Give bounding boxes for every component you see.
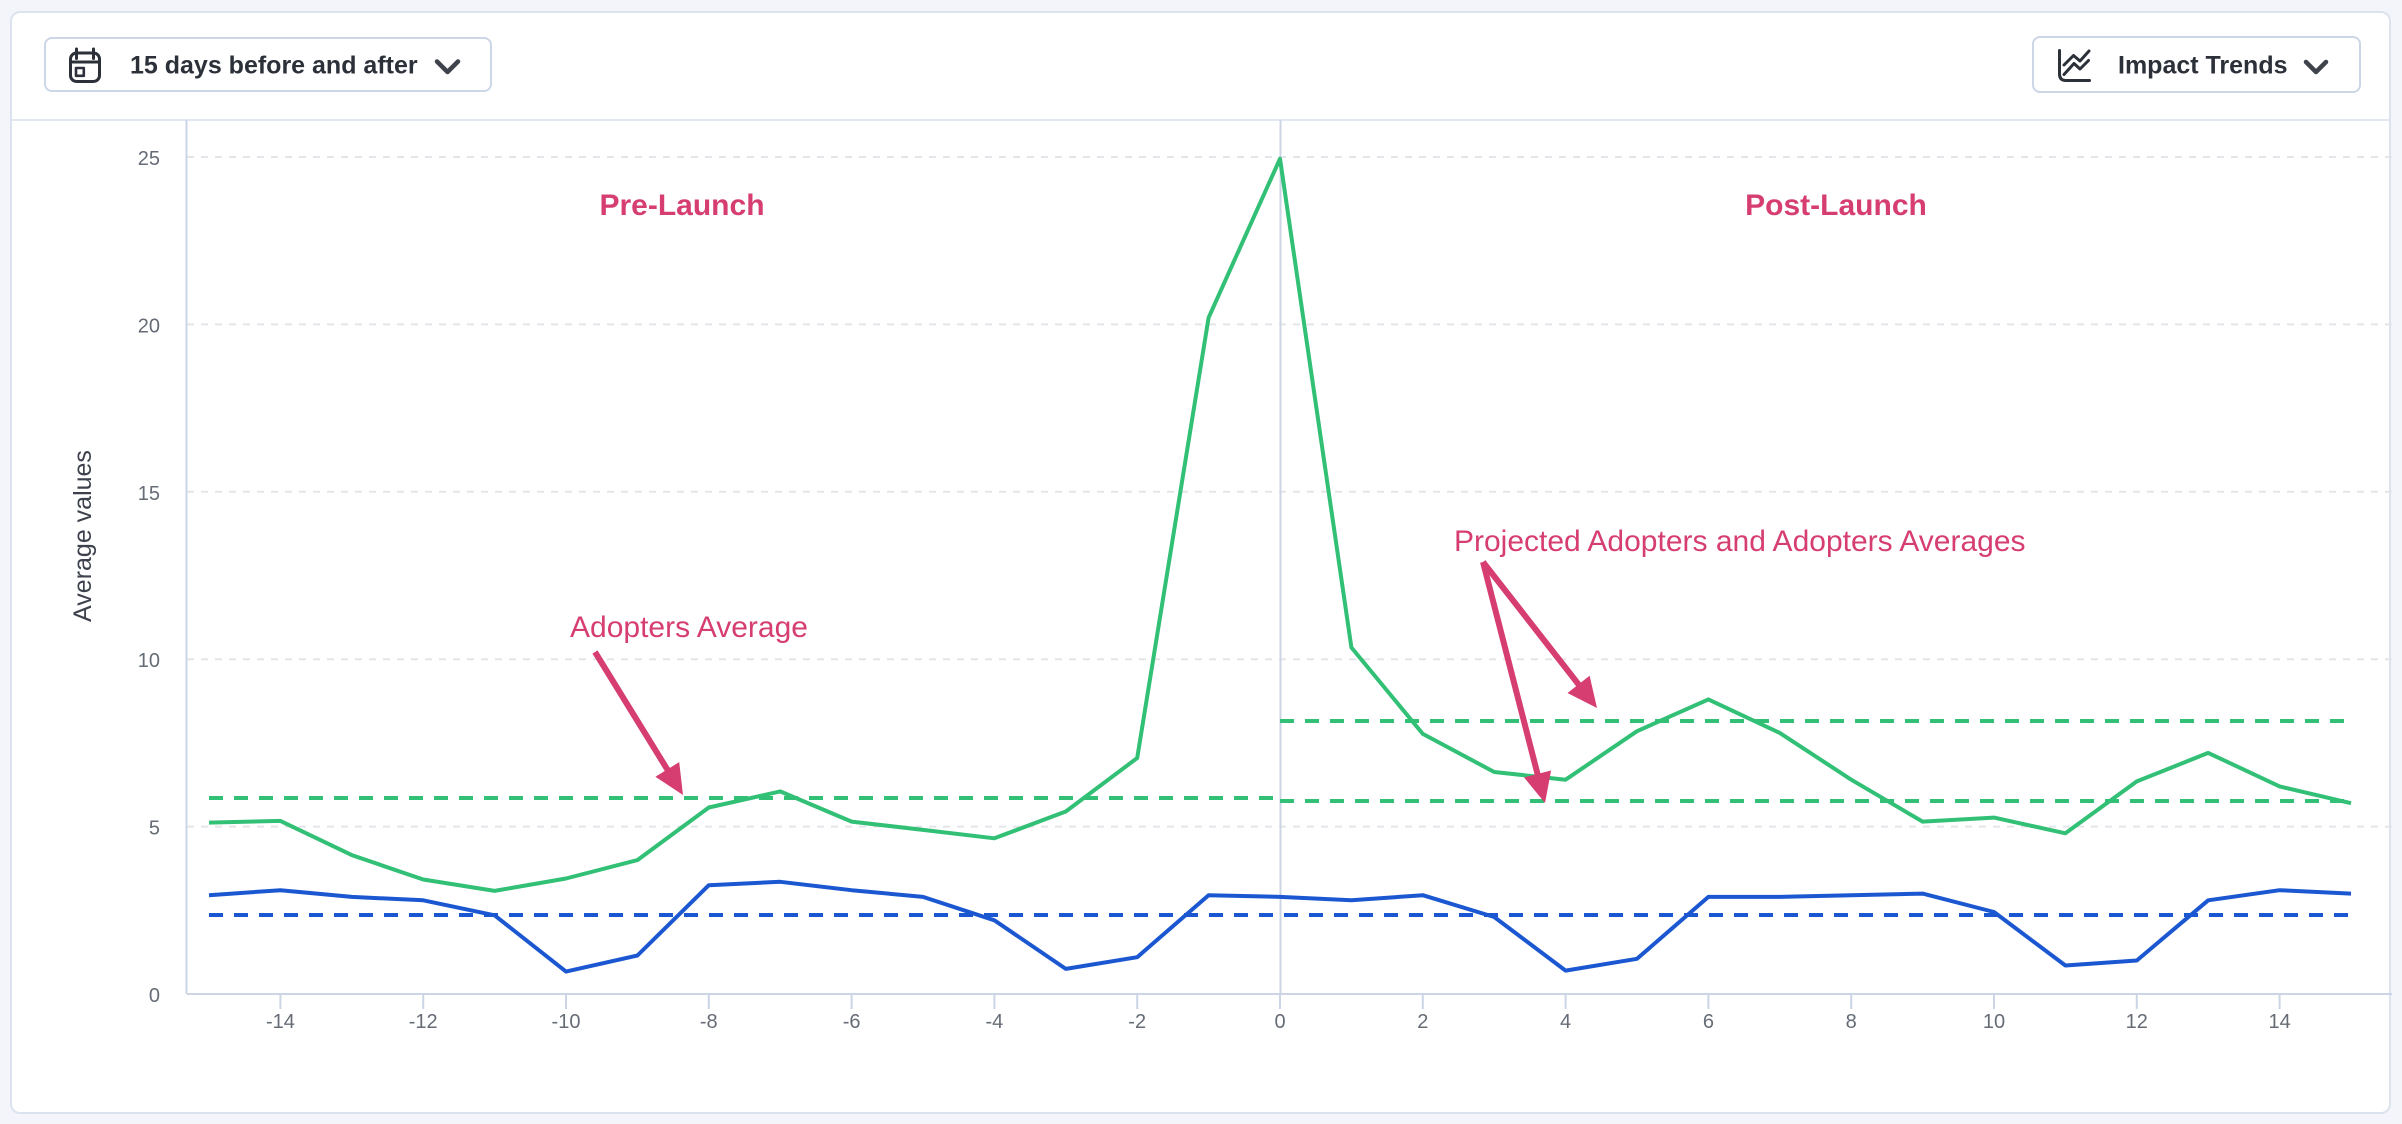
svg-text:25: 25	[138, 148, 160, 170]
svg-text:Impact Trends: Impact Trends	[2118, 52, 2288, 80]
svg-text:Pre-Launch: Pre-Launch	[599, 189, 764, 222]
svg-text:0: 0	[1274, 1011, 1285, 1033]
svg-text:15 days before and after: 15 days before and after	[130, 52, 418, 80]
svg-text:12: 12	[2126, 1011, 2148, 1033]
svg-text:14: 14	[2268, 1011, 2290, 1033]
svg-text:-4: -4	[986, 1011, 1004, 1033]
svg-text:6: 6	[1703, 1011, 1714, 1033]
svg-text:5: 5	[149, 818, 160, 840]
svg-text:-12: -12	[409, 1011, 438, 1033]
svg-text:-2: -2	[1128, 1011, 1146, 1033]
svg-text:10: 10	[138, 650, 160, 672]
svg-text:10: 10	[1983, 1011, 2005, 1033]
svg-text:15: 15	[138, 483, 160, 505]
svg-text:Post-Launch: Post-Launch	[1745, 189, 1927, 222]
svg-text:-6: -6	[843, 1011, 861, 1033]
svg-text:0: 0	[149, 985, 160, 1007]
svg-text:Projected Adopters and Adopter: Projected Adopters and Adopters Averages	[1454, 525, 2026, 558]
svg-text:20: 20	[138, 315, 160, 337]
svg-text:Average values: Average values	[69, 450, 97, 622]
svg-text:2: 2	[1417, 1011, 1428, 1033]
svg-text:-8: -8	[700, 1011, 718, 1033]
svg-text:4: 4	[1560, 1011, 1571, 1033]
svg-text:-10: -10	[552, 1011, 581, 1033]
svg-text:8: 8	[1846, 1011, 1857, 1033]
svg-text:-14: -14	[266, 1011, 295, 1033]
svg-text:Adopters Average: Adopters Average	[570, 611, 808, 644]
